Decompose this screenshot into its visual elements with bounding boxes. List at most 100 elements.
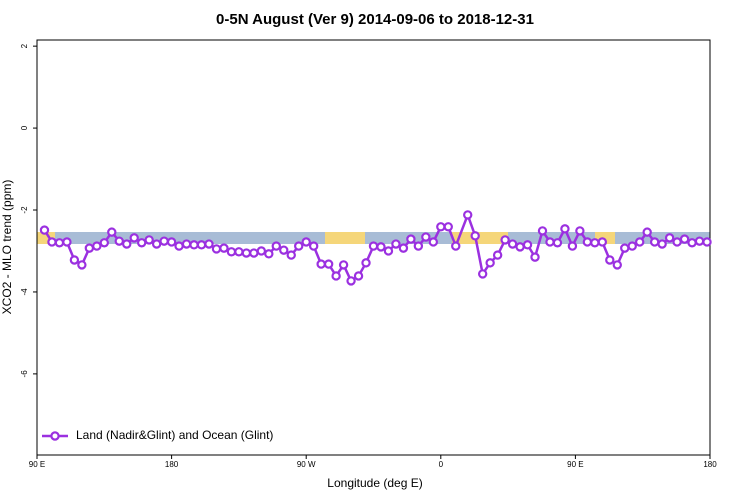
- point: [605, 255, 615, 265]
- point: [376, 242, 386, 252]
- point: [477, 269, 488, 279]
- point: [575, 226, 585, 236]
- point: [122, 239, 132, 249]
- point: [421, 232, 431, 242]
- surface-band: [325, 232, 365, 244]
- point: [463, 210, 473, 220]
- point: [249, 248, 259, 258]
- point: [679, 234, 690, 244]
- y-tick-label: -6: [20, 370, 29, 378]
- point: [635, 237, 645, 247]
- point: [567, 241, 578, 251]
- point: [323, 259, 334, 269]
- point: [597, 237, 608, 247]
- point: [144, 235, 154, 245]
- point: [181, 239, 192, 249]
- chart-title: 0-5N August (Ver 9) 2014-09-06 to 2018-1…: [216, 11, 534, 28]
- point: [196, 240, 207, 250]
- point: [114, 236, 124, 246]
- point: [294, 241, 304, 251]
- x-tick-label: 180: [165, 460, 179, 469]
- point: [398, 243, 409, 253]
- point: [346, 276, 356, 286]
- point: [92, 241, 102, 251]
- point: [316, 259, 326, 269]
- point: [500, 235, 510, 245]
- point: [331, 271, 341, 281]
- point: [211, 244, 222, 254]
- point: [507, 239, 518, 249]
- point: [234, 247, 244, 257]
- point: [391, 239, 401, 249]
- legend-marker: [50, 431, 60, 441]
- point: [159, 236, 169, 246]
- point: [368, 241, 379, 251]
- point: [642, 227, 652, 237]
- point: [129, 233, 139, 243]
- point: [687, 238, 697, 248]
- point: [552, 238, 563, 248]
- surface-band: [452, 232, 508, 244]
- point: [189, 240, 199, 250]
- point: [582, 237, 593, 247]
- point: [627, 241, 637, 251]
- point: [664, 233, 675, 243]
- point: [99, 238, 110, 248]
- point: [338, 260, 349, 270]
- point: [672, 237, 682, 247]
- point: [657, 239, 667, 249]
- y-tick-label: 2: [20, 43, 29, 48]
- point: [428, 237, 439, 247]
- point: [47, 237, 57, 247]
- point: [694, 236, 705, 246]
- point: [537, 226, 548, 236]
- point: [620, 243, 630, 253]
- point: [530, 252, 540, 262]
- x-axis-label: Longitude (deg E): [327, 476, 422, 490]
- point: [226, 247, 237, 257]
- point: [492, 250, 503, 260]
- point: [451, 241, 461, 251]
- point: [286, 250, 296, 260]
- point: [301, 237, 311, 247]
- point: [256, 246, 267, 256]
- point: [361, 258, 371, 268]
- plot-frame: [36, 39, 711, 456]
- point: [264, 249, 274, 259]
- point: [545, 237, 555, 247]
- point: [560, 224, 570, 234]
- point: [702, 237, 712, 247]
- point: [271, 241, 281, 251]
- point: [649, 237, 660, 247]
- x-tick-label: 90 E: [567, 460, 583, 469]
- point: [39, 225, 50, 235]
- point: [136, 238, 147, 248]
- x-tick-label: 90 E: [29, 460, 45, 469]
- point: [219, 243, 229, 253]
- point: [204, 239, 214, 249]
- point: [166, 237, 177, 247]
- y-axis-label: XCO2 - MLO trend (ppm): [0, 180, 14, 315]
- point: [413, 241, 424, 251]
- point: [515, 242, 525, 252]
- point: [443, 222, 453, 232]
- point: [241, 248, 252, 258]
- point: [54, 238, 65, 248]
- point: [279, 245, 289, 255]
- point: [77, 260, 87, 270]
- y-tick-label: 0: [20, 125, 29, 130]
- x-tick-label: 90 W: [297, 460, 316, 469]
- y-tick-label: -2: [20, 206, 29, 214]
- point: [522, 240, 533, 250]
- point: [308, 241, 319, 251]
- point: [470, 231, 480, 241]
- point: [590, 238, 600, 248]
- point: [406, 234, 416, 244]
- point: [151, 239, 162, 249]
- y-tick-label: -4: [20, 288, 29, 296]
- point: [383, 246, 394, 256]
- point: [107, 227, 117, 237]
- point: [62, 237, 72, 247]
- point: [174, 241, 184, 251]
